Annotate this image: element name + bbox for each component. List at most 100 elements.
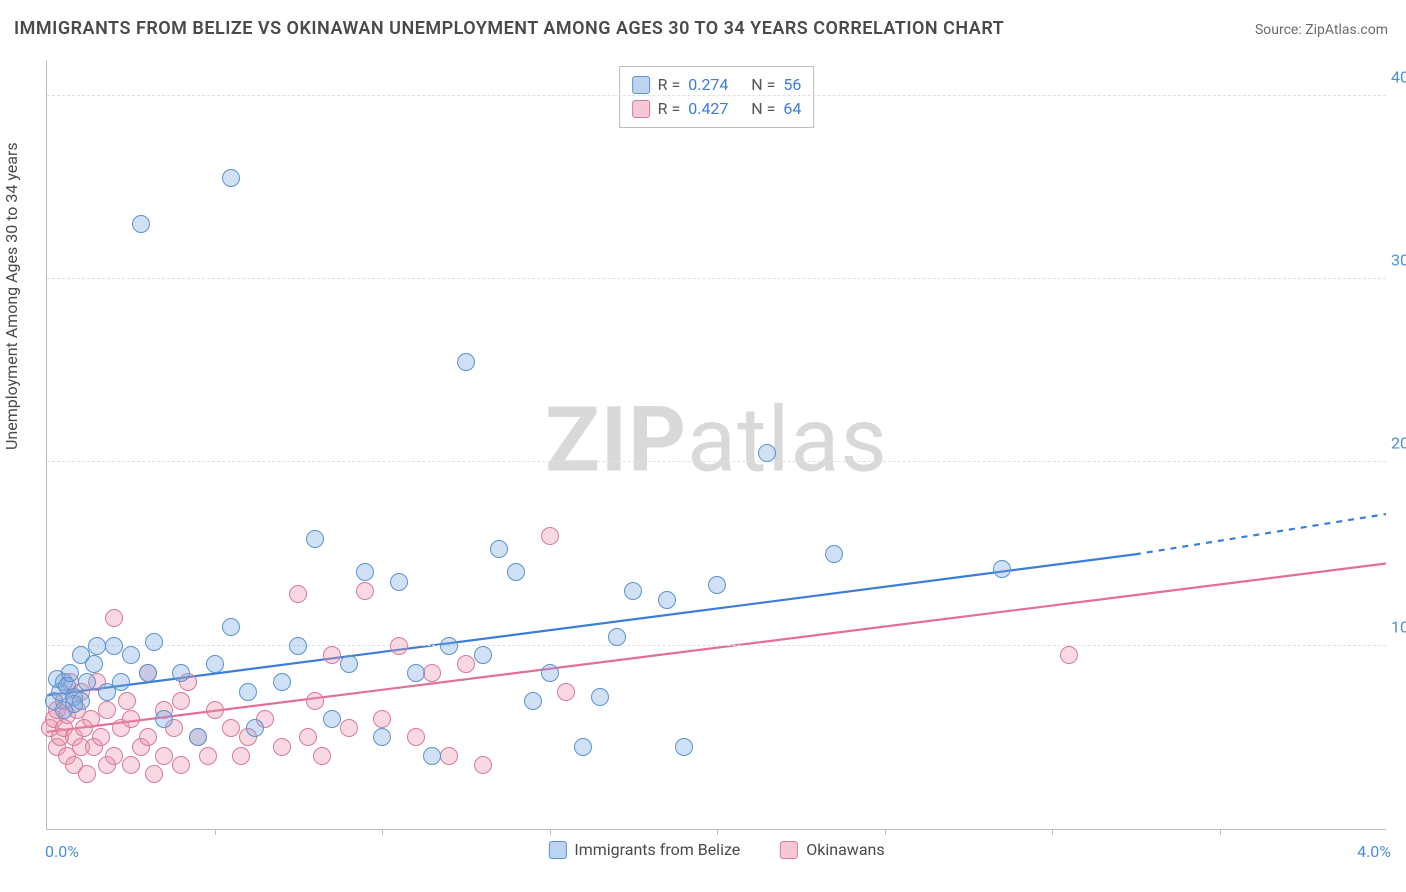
blue-swatch-icon (548, 841, 566, 859)
blue-point (407, 664, 425, 682)
stat-N-value: 64 (783, 97, 801, 121)
stat-R-value: 0.274 (688, 73, 743, 97)
pink-point (289, 585, 307, 603)
blue-point (206, 655, 224, 673)
legend-label: Immigrants from Belize (574, 840, 740, 859)
y-tick-label: 30.0% (1391, 251, 1406, 270)
blue-point (591, 688, 609, 706)
blue-point (78, 673, 96, 691)
pink-point (145, 765, 163, 783)
watermark-rest: atlas (687, 387, 888, 492)
blue-point (112, 673, 130, 691)
stat-R-label: R = (658, 73, 681, 97)
blue-point (323, 710, 341, 728)
chart-title: IMMIGRANTS FROM BELIZE VS OKINAWAN UNEMP… (14, 18, 1004, 39)
blue-point (189, 728, 207, 746)
blue-point (61, 664, 79, 682)
stats-row: R = 0.427 N = 64 (632, 97, 802, 121)
blue-point (993, 560, 1011, 578)
pink-point (118, 692, 136, 710)
blue-point (122, 646, 140, 664)
blue-point (608, 628, 626, 646)
pink-point (340, 719, 358, 737)
x-tick (717, 829, 718, 835)
blue-point (390, 573, 408, 591)
blue-trendline-dashed (1135, 514, 1386, 554)
y-axis-label: Unemployment Among Ages 30 to 34 years (2, 142, 21, 450)
x-tick (885, 829, 886, 835)
pink-point (557, 683, 575, 701)
blue-point (457, 353, 475, 371)
blue-point (624, 582, 642, 600)
bottom-legend: Immigrants from Belize Okinawans (548, 840, 884, 859)
stat-R-label: R = (658, 97, 681, 121)
pink-point (313, 747, 331, 765)
pink-point (199, 747, 217, 765)
x-tick (1220, 829, 1221, 835)
blue-point (658, 591, 676, 609)
blue-point (574, 738, 592, 756)
x-start-label: 0.0% (45, 842, 79, 861)
blue-point (222, 169, 240, 187)
blue-point (306, 530, 324, 548)
pink-point (105, 609, 123, 627)
blue-point (490, 540, 508, 558)
pink-point (356, 582, 374, 600)
stat-N-label: N = (751, 97, 775, 121)
plot-area: ZIPatlas R =0.274N =56R =0.427N =64 Immi… (46, 60, 1386, 830)
watermark-bold: ZIP (545, 387, 687, 492)
pink-point (105, 747, 123, 765)
pink-point (407, 728, 425, 746)
pink-point (98, 701, 116, 719)
blue-point (139, 664, 157, 682)
source-label: Source: ZipAtlas.com (1255, 22, 1388, 38)
stat-R-value: 0.427 (688, 97, 743, 121)
pink-point (373, 710, 391, 728)
blue-swatch-icon (632, 76, 650, 94)
legend-item: Immigrants from Belize (548, 840, 740, 859)
blue-point (85, 655, 103, 673)
pink-point (474, 756, 492, 774)
blue-point (273, 673, 291, 691)
blue-point (675, 738, 693, 756)
x-tick (1052, 829, 1053, 835)
pink-point (139, 728, 157, 746)
blue-point (340, 655, 358, 673)
blue-point (356, 563, 374, 581)
gridline (47, 278, 1386, 279)
pink-point (172, 756, 190, 774)
blue-point (373, 728, 391, 746)
pink-point (273, 738, 291, 756)
pink-point (172, 692, 190, 710)
pink-point (541, 527, 559, 545)
pink-point (440, 747, 458, 765)
blue-point (474, 646, 492, 664)
legend-item: Okinawans (780, 840, 884, 859)
x-tick (550, 829, 551, 835)
pink-point (92, 728, 110, 746)
pink-point (155, 747, 173, 765)
pink-point (457, 655, 475, 673)
pink-swatch-icon (780, 841, 798, 859)
blue-point (541, 664, 559, 682)
x-tick (215, 829, 216, 835)
x-tick (382, 829, 383, 835)
gridline (47, 95, 1386, 96)
blue-point (524, 692, 542, 710)
y-tick-label: 10.0% (1391, 617, 1406, 636)
legend-label: Okinawans (806, 840, 884, 859)
blue-point (155, 710, 173, 728)
stats-box: R =0.274N =56R =0.427N =64 (619, 66, 815, 128)
blue-point (222, 618, 240, 636)
blue-point (88, 637, 106, 655)
blue-point (423, 747, 441, 765)
pink-point (323, 646, 341, 664)
pink-point (222, 719, 240, 737)
y-tick-label: 20.0% (1391, 434, 1406, 453)
blue-point (825, 545, 843, 563)
blue-point (758, 444, 776, 462)
pink-point (232, 747, 250, 765)
blue-point (105, 637, 123, 655)
blue-point (708, 576, 726, 594)
pink-point (299, 728, 317, 746)
